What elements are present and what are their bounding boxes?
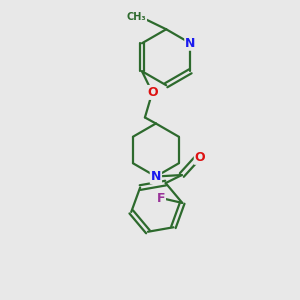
Text: N: N: [185, 37, 196, 50]
Text: O: O: [147, 86, 158, 99]
Text: F: F: [157, 192, 165, 205]
Text: O: O: [195, 151, 206, 164]
Text: CH₃: CH₃: [127, 12, 147, 22]
Text: N: N: [151, 170, 161, 183]
